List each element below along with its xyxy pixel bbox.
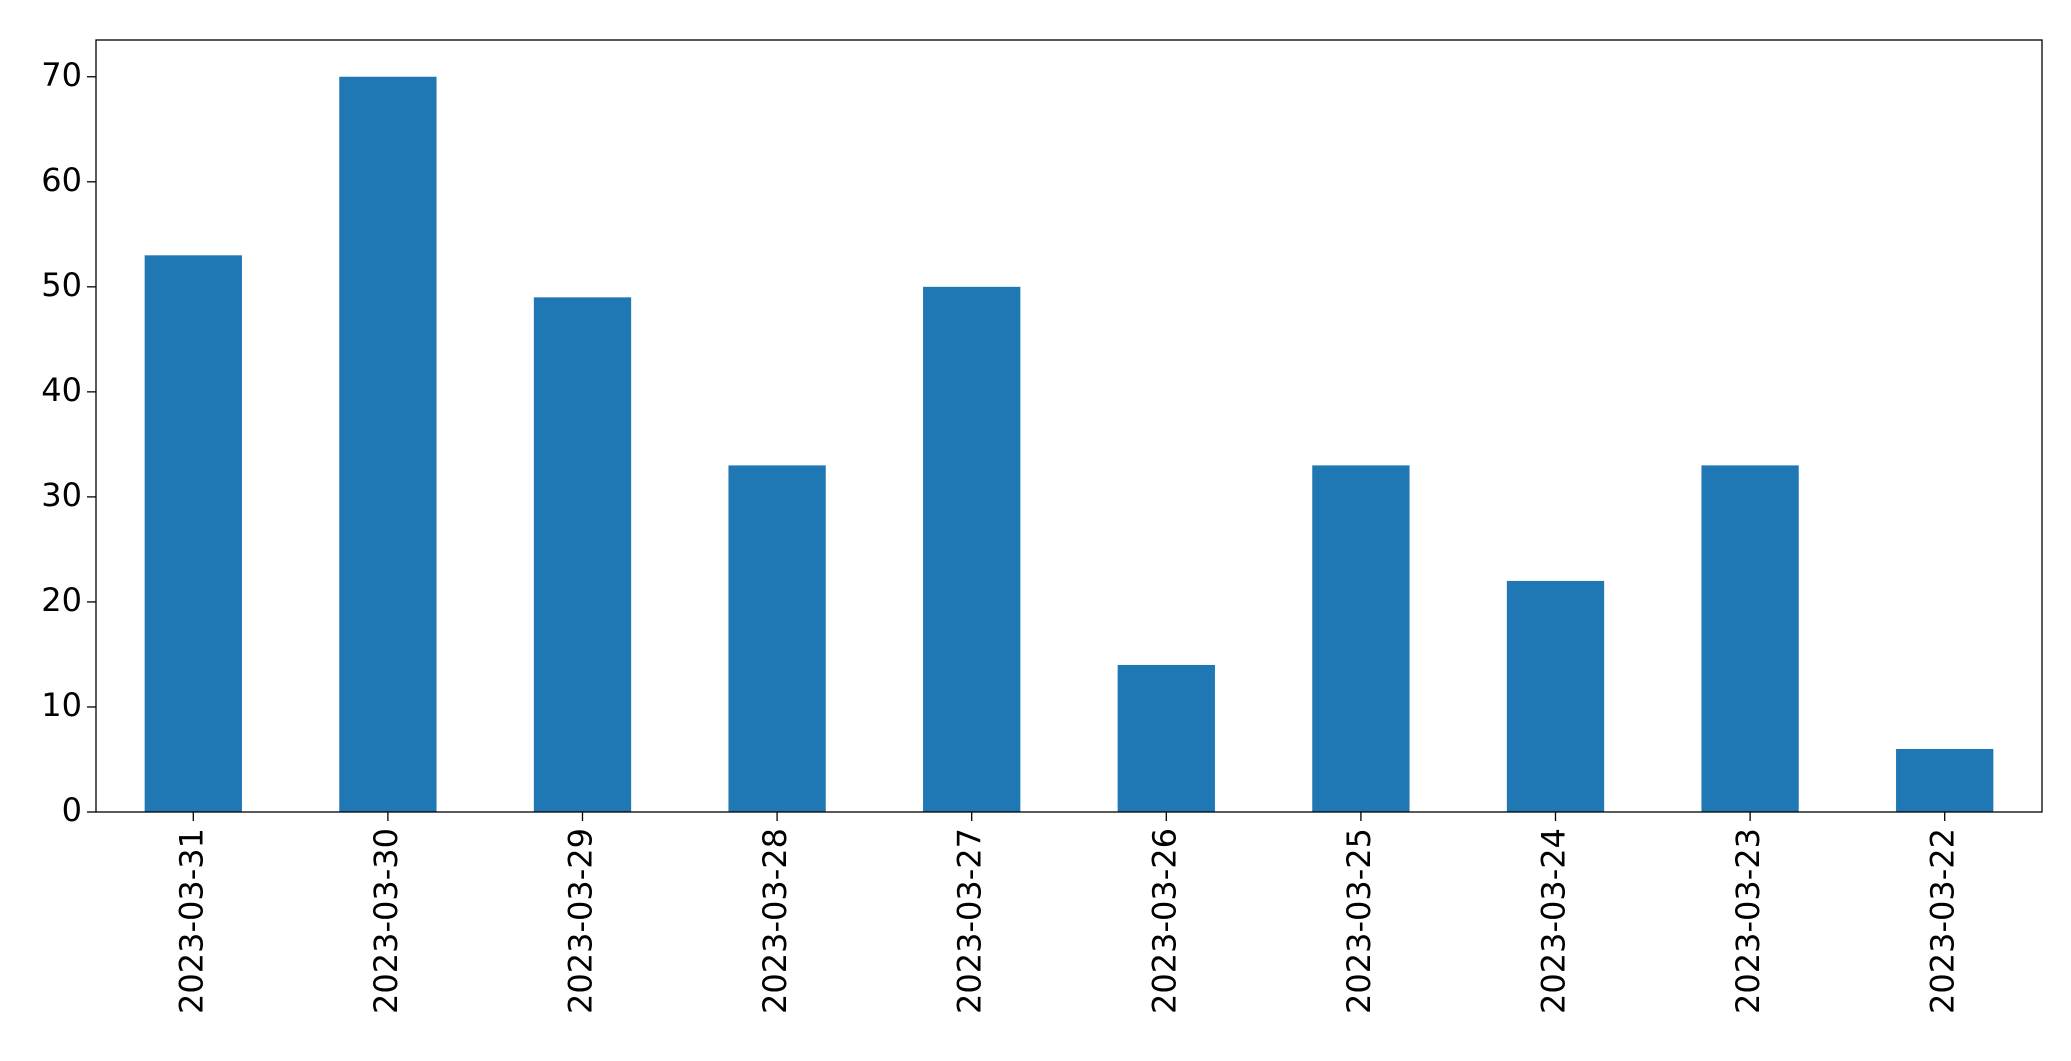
x-tick-label: 2023-03-23 [1729, 828, 1767, 1014]
y-tick-label: 40 [41, 371, 82, 409]
x-tick-label: 2023-03-30 [367, 828, 405, 1014]
y-tick-label: 70 [41, 56, 82, 94]
bar [339, 76, 437, 812]
bar [1896, 748, 1994, 812]
bar [533, 297, 632, 812]
y-tick-label: 10 [41, 686, 82, 724]
x-tick-label: 2023-03-28 [756, 828, 794, 1014]
x-tick-label: 2023-03-24 [1535, 828, 1573, 1014]
bar [1312, 465, 1410, 812]
bar [1701, 465, 1799, 812]
y-tick-label: 20 [41, 581, 82, 619]
x-tick-label: 2023-03-27 [951, 828, 989, 1014]
bar [923, 286, 1021, 812]
x-tick-label: 2023-03-31 [172, 828, 210, 1014]
x-tick-label: 2023-03-25 [1340, 828, 1378, 1014]
x-tick-label: 2023-03-26 [1145, 828, 1183, 1014]
plot-frame [95, 39, 2043, 813]
bar [1506, 580, 1605, 812]
bar [1117, 664, 1215, 812]
x-tick-label: 2023-03-22 [1924, 828, 1962, 1014]
y-tick-label: 30 [41, 476, 82, 514]
y-tick-label: 60 [41, 161, 82, 199]
y-tick-label: 0 [62, 791, 82, 829]
bar [144, 255, 242, 813]
y-tick-label: 50 [41, 266, 82, 304]
x-tick-label: 2023-03-29 [562, 828, 600, 1014]
bar [728, 465, 826, 812]
